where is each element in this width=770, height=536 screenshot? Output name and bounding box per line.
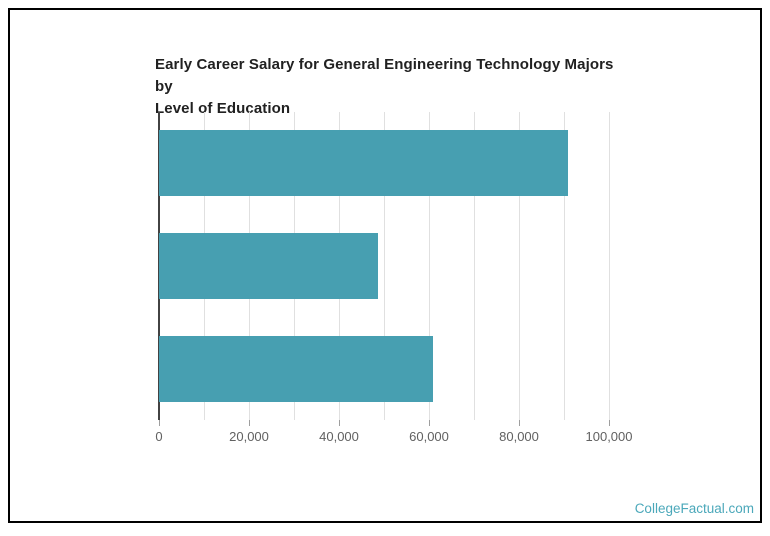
gridline	[384, 112, 385, 420]
image-border-frame	[8, 8, 762, 523]
chart-title-line-2: Level of Education	[155, 100, 291, 117]
x-tick-label: 60,000	[409, 429, 449, 444]
x-tick	[159, 420, 160, 426]
x-tick	[429, 420, 430, 426]
x-tick-label: 20,000	[229, 429, 269, 444]
x-tick-label: 100,000	[585, 429, 633, 444]
bar	[159, 335, 434, 402]
x-axis: 0 20,000 40,000 60,000 80,000 100,000	[155, 420, 633, 450]
bar	[159, 233, 379, 299]
gridline	[429, 112, 430, 420]
gridline	[564, 112, 565, 420]
gridline	[519, 112, 520, 420]
chart-title-line-1: Early Career Salary for General Engineer…	[155, 56, 614, 95]
gridline	[474, 112, 475, 420]
watermark-link[interactable]: CollegeFactual.com	[634, 501, 754, 516]
x-tick	[519, 420, 520, 426]
chart-title: Early Career Salary for General Engineer…	[155, 54, 615, 120]
bar	[159, 130, 568, 197]
plot-area	[158, 112, 610, 420]
x-tick-label: 80,000	[499, 429, 539, 444]
x-tick-label: 40,000	[319, 429, 359, 444]
gridline	[609, 112, 610, 420]
x-tick	[609, 420, 610, 426]
x-tick	[249, 420, 250, 426]
x-tick-label: 0	[155, 429, 163, 444]
x-tick	[339, 420, 340, 426]
